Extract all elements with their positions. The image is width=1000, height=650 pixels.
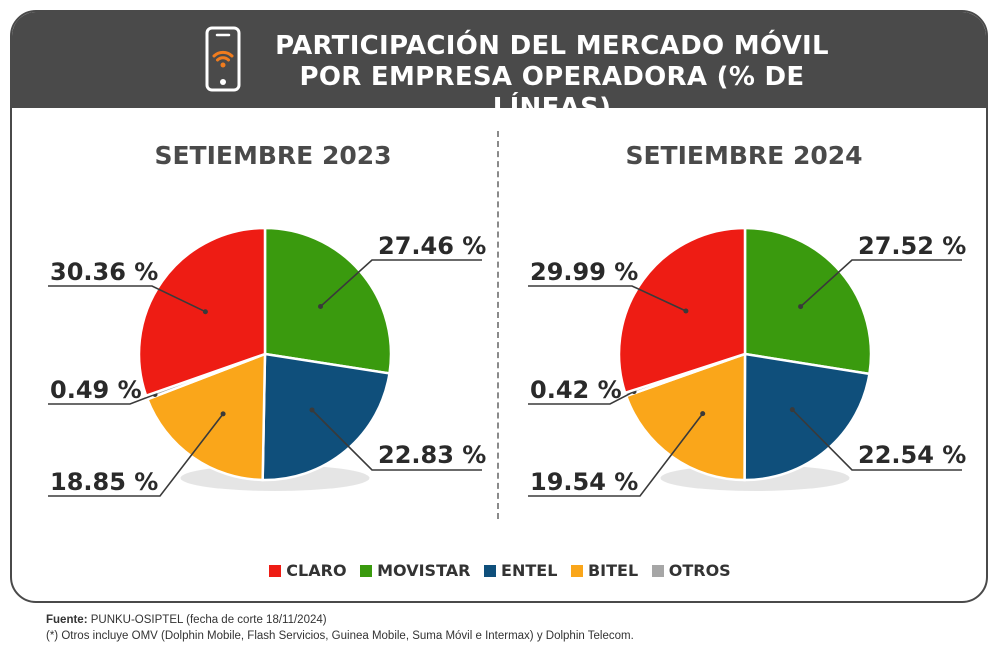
leader-line-entel xyxy=(311,409,482,471)
legend-swatch-claro xyxy=(269,565,282,577)
leader-line-bitel xyxy=(528,413,704,497)
slice-label-movistar: 27.46 % xyxy=(378,232,486,260)
legend-label-claro: CLARO xyxy=(286,561,347,580)
legend-item-otros: OTROS xyxy=(651,561,731,580)
legend-item-claro: CLARO xyxy=(269,561,347,580)
title-line-2: POR EMPRESA OPERADORA (% DE LÍNEAS) xyxy=(299,62,805,123)
slice-label-otros: 0.49 % xyxy=(50,376,142,404)
legend-item-entel: ENTEL xyxy=(484,561,557,580)
legend-label-bitel: BITEL xyxy=(587,561,639,580)
legend-swatch-otros xyxy=(651,565,664,577)
pie-slice-entel xyxy=(261,352,391,482)
leader-line-movistar xyxy=(319,259,482,308)
legend-swatch-movistar xyxy=(360,565,373,577)
leader-line-claro xyxy=(48,285,206,313)
legend-swatch-entel xyxy=(484,565,497,577)
leader-line-movistar xyxy=(800,259,962,308)
header-banner: PARTICIPACIÓN DEL MERCADO MÓVIL POR EMPR… xyxy=(12,12,986,123)
footnote: (*) Otros incluye OMV (Dolphin Mobile, F… xyxy=(46,630,634,642)
pie-chart-2023: 27.46 % 22.83 % 18.85 % 0.49 % 30.36 % xyxy=(48,226,486,497)
chart-title-2023: SETIEMBRE 2023 xyxy=(154,141,392,170)
pie-slice-claro xyxy=(617,226,747,395)
slice-label-movistar: 27.52 % xyxy=(858,232,966,260)
source-label: Fuente: xyxy=(46,614,88,626)
slice-label-claro: 30.36 % xyxy=(50,258,158,286)
legend: CLARO MOVISTAR ENTEL BITEL OTROS xyxy=(0,561,1000,580)
pie-chart-2024: 27.52 % 22.54 % 19.54 % 0.42 % 29.99 % xyxy=(528,226,966,497)
legend-item-bitel: BITEL xyxy=(570,561,639,580)
slice-label-claro: 29.99 % xyxy=(530,258,638,286)
leader-line-otros xyxy=(48,393,156,405)
title-line-1: PARTICIPACIÓN DEL MERCADO MÓVIL xyxy=(275,31,829,61)
legend-label-otros: OTROS xyxy=(668,561,731,580)
legend-label-movistar: MOVISTAR xyxy=(377,561,471,580)
slice-label-otros: 0.42 % xyxy=(530,376,622,404)
legend-swatch-bitel xyxy=(570,565,583,577)
footer-notes: Fuente: PUNKU-OSIPTEL (fecha de corte 18… xyxy=(46,612,634,644)
pie-slice-claro xyxy=(137,226,267,398)
pie-slice-bitel xyxy=(145,352,267,482)
slice-label-bitel: 18.85 % xyxy=(50,468,158,496)
smartphone-wifi-icon xyxy=(205,26,241,92)
slice-label-entel: 22.54 % xyxy=(858,441,966,469)
legend-item-movistar: MOVISTAR xyxy=(360,561,470,580)
chart-title-2024: SETIEMBRE 2024 xyxy=(625,141,863,170)
source-text: PUNKU-OSIPTEL (fecha de corte 18/11/2024… xyxy=(87,614,327,626)
legend-label-entel: ENTEL xyxy=(501,561,558,580)
leader-line-bitel xyxy=(48,413,224,497)
leader-line-entel xyxy=(791,409,962,471)
pie-slice-entel xyxy=(743,352,871,482)
leader-line-otros xyxy=(528,390,635,405)
leader-line-claro xyxy=(528,285,687,312)
page-title: PARTICIPACIÓN DEL MERCADO MÓVIL POR EMPR… xyxy=(242,31,862,124)
source-line: Fuente: PUNKU-OSIPTEL (fecha de corte 18… xyxy=(46,612,634,628)
slice-label-entel: 22.83 % xyxy=(378,441,486,469)
slice-label-bitel: 19.54 % xyxy=(530,468,638,496)
divider-line xyxy=(497,131,499,519)
